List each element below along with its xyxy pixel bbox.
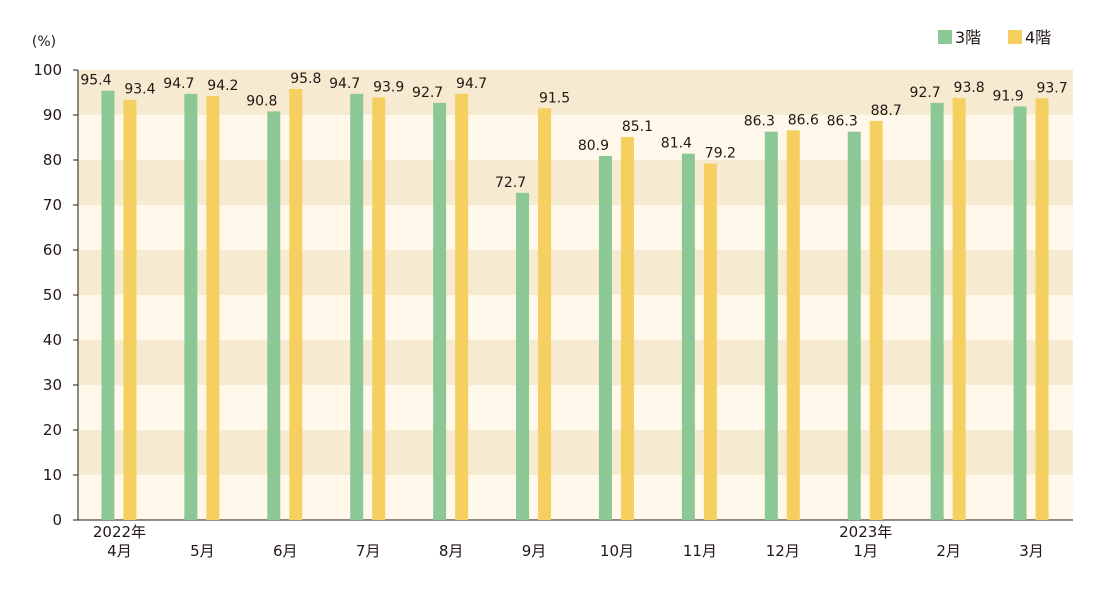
x-tick-label: 10月: [600, 542, 634, 560]
data-label: 86.6: [788, 112, 819, 128]
data-label: 80.9: [578, 138, 609, 154]
bar-4f: [703, 163, 717, 520]
data-labels: 95.4 93.4 94.7 94.2 90.8 95.8 94.7 93.9 92.7 94.7…: [80, 71, 1067, 191]
bar-4f: [538, 108, 552, 520]
x-tick-label: 5月: [190, 542, 215, 560]
bar-4f: [1035, 98, 1049, 520]
bar-3f: [930, 102, 944, 520]
bar-4f: [206, 96, 220, 520]
x-tick-label: 12月: [766, 542, 800, 560]
data-label: 86.3: [827, 114, 858, 130]
bar-4f: [123, 99, 137, 520]
x-tick-label: 9月: [522, 542, 547, 560]
plot-band: [78, 70, 1073, 115]
bar-4f: [289, 88, 303, 521]
data-label: 93.4: [124, 82, 155, 98]
x-tick-label: 2月: [936, 542, 961, 560]
x-tick-label: 7月: [356, 542, 381, 560]
legend-swatch: [1008, 30, 1022, 44]
data-label: 85.1: [622, 119, 653, 135]
data-label: 92.7: [412, 85, 443, 101]
bar-3f: [101, 90, 115, 520]
bar-3f: [764, 131, 778, 520]
plot-band: [78, 475, 1073, 520]
bar-3f: [433, 102, 447, 520]
legend-label: 4階: [1025, 28, 1051, 47]
y-axis-unit-label: (%): [32, 34, 56, 50]
bar-4f: [952, 97, 966, 521]
data-label: 93.7: [1036, 80, 1067, 96]
x-tick-label: 1月: [853, 542, 878, 560]
x-tick-label: 3月: [1019, 542, 1044, 560]
y-tick-label: 30: [43, 376, 62, 394]
data-label: 93.8: [954, 80, 985, 96]
y-axis-ticks: 0 10 20 30 40 50 60 70 80 90 100: [33, 61, 78, 529]
data-label: 94.7: [163, 76, 194, 92]
plot-band: [78, 295, 1073, 340]
y-tick-label: 90: [43, 106, 62, 124]
bar-3f: [598, 155, 612, 520]
data-label: 79.2: [705, 146, 736, 162]
legend: 3階 4階: [938, 28, 1051, 47]
data-label: 88.7: [871, 103, 902, 119]
x-tick-year-label: 2023年: [839, 523, 892, 541]
legend-swatch: [938, 30, 952, 44]
data-label: 95.8: [290, 71, 321, 87]
y-tick-label: 50: [43, 286, 62, 304]
data-label: 86.3: [744, 114, 775, 130]
bar-4f: [869, 120, 883, 520]
data-label: 94.2: [207, 78, 238, 94]
plot-band: [78, 250, 1073, 295]
data-label: 91.9: [992, 88, 1023, 104]
bar-4f: [786, 130, 800, 521]
plot-band: [78, 340, 1073, 385]
x-tick-label: 11月: [683, 542, 717, 560]
data-label: 94.7: [456, 76, 487, 92]
x-tick-label: 4月: [107, 542, 132, 560]
bar-3f: [1013, 106, 1027, 520]
data-label: 95.4: [80, 73, 111, 89]
plot-band: [78, 385, 1073, 430]
data-label: 93.9: [373, 79, 404, 95]
y-tick-label: 20: [43, 421, 62, 439]
bar-3f: [267, 111, 281, 521]
bar-3f: [847, 131, 861, 520]
y-tick-label: 70: [43, 196, 62, 214]
bar-3f: [516, 192, 530, 520]
data-label: 81.4: [661, 136, 692, 152]
x-tick-label: 8月: [439, 542, 464, 560]
data-label: 72.7: [495, 175, 526, 191]
x-tick-year-label: 2022年: [93, 523, 146, 541]
x-tick-label: 6月: [273, 542, 298, 560]
bar-4f: [455, 93, 469, 520]
plot-band: [78, 430, 1073, 475]
data-label: 94.7: [329, 76, 360, 92]
y-tick-label: 60: [43, 241, 62, 259]
bar-4f: [372, 97, 386, 520]
data-label: 90.8: [246, 93, 277, 109]
bar-4f: [620, 137, 634, 521]
plot-band: [78, 160, 1073, 205]
data-label: 91.5: [539, 90, 570, 106]
plot-band: [78, 115, 1073, 160]
y-tick-label: 0: [52, 511, 62, 529]
plot-band: [78, 205, 1073, 250]
bar-3f: [184, 93, 198, 520]
data-label: 92.7: [910, 85, 941, 101]
bars: [101, 88, 1049, 521]
y-tick-label: 80: [43, 151, 62, 169]
y-tick-label: 100: [33, 61, 62, 79]
y-tick-label: 10: [43, 466, 62, 484]
legend-label: 3階: [955, 28, 981, 47]
y-tick-label: 40: [43, 331, 62, 349]
plot-background: [78, 70, 1073, 520]
bar-3f: [681, 153, 695, 520]
bar-3f: [350, 93, 364, 520]
